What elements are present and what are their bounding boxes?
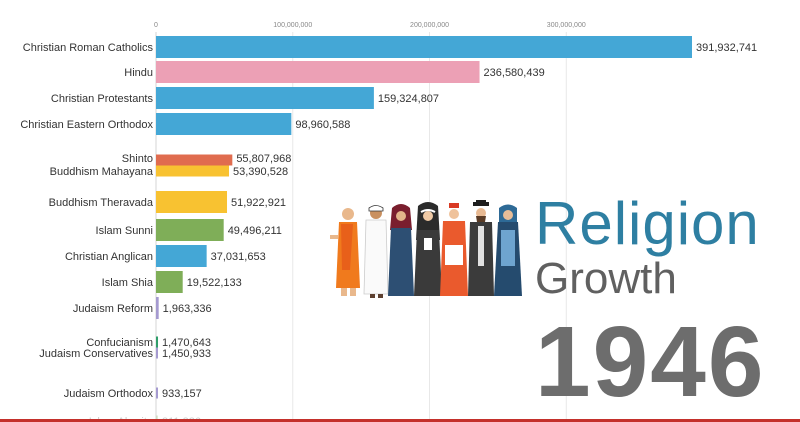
category-label: Buddhism Theravada (49, 197, 154, 209)
value-label: 53,390,528 (233, 166, 288, 178)
category-label: Confucianism (86, 337, 153, 349)
category-label: Judaism Orthodox (64, 388, 154, 400)
value-label: 19,522,133 (187, 277, 242, 289)
bar-layer: Christian Roman Catholics 391,932,741 Hind… (20, 36, 757, 422)
bar (156, 271, 183, 293)
bar (156, 347, 158, 359)
category-label: Hindu (124, 67, 153, 79)
category-label: Judaism Conservatives (39, 348, 153, 360)
bar (156, 245, 207, 267)
arab-man-figure (363, 205, 389, 298)
value-label: 1,450,933 (162, 348, 211, 360)
woman-figure (494, 204, 522, 296)
value-label: 933,157 (162, 388, 202, 400)
category-label: Judaism Reform (73, 303, 153, 315)
bar (156, 415, 158, 422)
rabbi-figure (468, 198, 494, 296)
x-tick-label: 0 (154, 22, 158, 29)
bar (156, 387, 158, 399)
category-label: Islam Shia (102, 277, 154, 289)
bar (156, 154, 233, 166)
x-tick-label: 100,000,000 (273, 22, 312, 29)
value-label: 159,324,807 (378, 93, 439, 105)
bar (156, 61, 480, 83)
bar (156, 336, 159, 348)
value-label: 391,932,741 (696, 42, 757, 54)
bar (156, 36, 692, 58)
category-label: Christian Anglican (65, 251, 153, 263)
monk-figure (330, 208, 360, 296)
hijab-woman-figure (388, 204, 414, 296)
value-label: 98,960,588 (295, 119, 350, 131)
title-religion: Religion (535, 190, 760, 257)
x-tick-label: 200,000,000 (410, 22, 449, 29)
value-label: 1,470,643 (162, 337, 211, 349)
category-label: Christian Protestants (51, 93, 154, 105)
value-label: 49,496,211 (228, 225, 282, 237)
bar (156, 113, 292, 135)
cardinal-figure (440, 203, 468, 296)
bar (156, 165, 230, 177)
bar (156, 297, 159, 319)
value-label: 55,807,968 (236, 153, 291, 165)
bar (156, 87, 374, 109)
value-label: 37,031,653 (211, 251, 266, 263)
value-label: 51,922,921 (231, 197, 286, 209)
category-label: Christian Roman Catholics (23, 42, 154, 54)
value-label: 236,580,439 (484, 67, 545, 79)
video-progress-bar[interactable] (0, 419, 800, 422)
x-tick-label: 300,000,000 (547, 22, 586, 29)
year-display: 1946 (535, 306, 766, 418)
title-growth: Growth (535, 254, 677, 303)
category-label: Shinto (122, 153, 153, 165)
category-label: Christian Eastern Orthodox (20, 119, 153, 131)
category-label: Buddhism Mahayana (50, 166, 154, 178)
category-label: Islam Sunni (96, 225, 153, 237)
bar (156, 219, 224, 241)
value-label: 1,963,336 (163, 303, 212, 315)
people-illustration (328, 198, 524, 300)
bar (156, 191, 228, 213)
nun-figure (414, 202, 442, 296)
